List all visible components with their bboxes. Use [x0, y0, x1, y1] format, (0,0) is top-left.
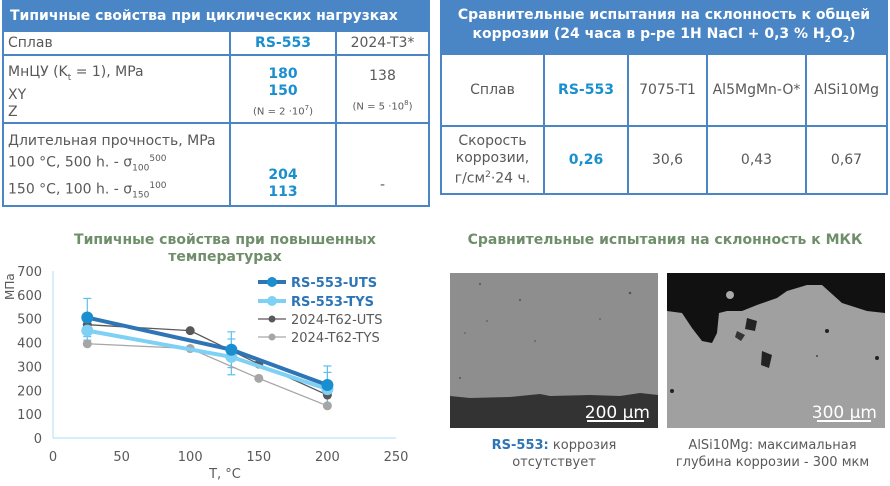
- rs553-caption: RS-553: коррозия отсутствует: [450, 437, 658, 471]
- rs553-micrograph-image: [450, 273, 658, 428]
- alsi10mg-caption: AlSi10Mg: максимальная глубина коррозии …: [655, 437, 890, 471]
- alsi10mg-scale-bar: [817, 420, 871, 422]
- y-tick: 500: [17, 313, 42, 328]
- y-tick-labels: 0 100 200 300 400 500 600 700: [17, 265, 42, 447]
- long-term-strength-label: Длительная прочность, MPa 100 °C, 500 h.…: [2, 122, 231, 207]
- corrosion-title-line2: коррозии (24 часа в р-ре 1Н NaCl + 0,3 %…: [472, 25, 856, 45]
- legend-label: 2024-T62-UTS: [291, 313, 382, 328]
- mkk-title: Сравнительные испытания на склонность к …: [467, 232, 863, 248]
- 7075-corrosion-rate: 30,6: [627, 125, 708, 195]
- y-tick: 200: [17, 384, 42, 399]
- legend-label: RS-553-UTS: [291, 276, 377, 291]
- x-axis-label: T, °C: [208, 467, 241, 482]
- corrosion-rs553-header: RS-553: [543, 53, 629, 127]
- rs553-scale-bar: [587, 420, 644, 422]
- fatigue-properties-table: Типичные свойства при циклических нагруз…: [2, 0, 430, 207]
- corrosion-rate-label: Скорость коррозии, г/см2·24 ч.: [440, 125, 545, 195]
- chart-title: Типичные свойства при повышенных темпера…: [74, 232, 376, 265]
- corrosion-alsi10mg-header: AlSi10Mg: [805, 53, 888, 127]
- rate-label-line3: г/см2·24 ч.: [454, 169, 531, 187]
- x-tick: 0: [49, 450, 57, 465]
- data-point: [322, 401, 332, 411]
- rs553-scale-label: 200 µm: [584, 403, 650, 423]
- x-tick-labels: 0 50 100 150 200 250: [49, 450, 409, 465]
- x-tick: 250: [384, 450, 409, 465]
- y-tick: 700: [17, 265, 42, 280]
- y-axis-label: МПа: [3, 273, 17, 300]
- rs553-caption-line2: отсутствует: [512, 455, 596, 470]
- chart-legend: RS-553-UTS RS-553-TYS 2024-T62-UTS 2024-T62…: [258, 276, 382, 346]
- alsi10mg-caption-line1: AlSi10Mg: максимальная: [688, 438, 857, 453]
- rs553-long-term-150: 113: [268, 183, 298, 200]
- fatigue-limit-label: МнЦУ (Kt = 1), MPa XY Z: [2, 54, 231, 124]
- y-tick: 400: [17, 337, 42, 352]
- rate-label-line2: коррозии,: [455, 149, 530, 166]
- long-term-label-title: Длительная прочность, MPa: [8, 133, 216, 149]
- y-tick: 100: [17, 408, 42, 423]
- data-point: [185, 326, 195, 336]
- alloy-header-label: Сплав: [2, 30, 231, 56]
- rs553-long-term-values: 204 113: [229, 122, 337, 207]
- rs553-z-value: 150: [268, 82, 298, 99]
- alsi10mg-caption-line2: глубина коррозии - 300 мкм: [675, 455, 870, 470]
- legend-label: 2024-T62-TYS: [291, 331, 380, 346]
- fatigue-label-z: Z: [8, 103, 18, 120]
- long-term-label-150: 150 °C, 100 h. - σ150100: [8, 181, 167, 201]
- 2024-fatigue-values: 138 (N = 5 ·108): [335, 54, 430, 124]
- 2024-cycles-note: (N = 5 ·108): [352, 99, 413, 113]
- data-point: [81, 311, 94, 324]
- alsi10mg-scale-label: 300 µm: [811, 403, 877, 423]
- data-point: [321, 379, 334, 392]
- x-tick: 200: [315, 450, 340, 465]
- x-tick: 100: [178, 450, 203, 465]
- legend-label: RS-553-TYS: [291, 295, 374, 310]
- rs553-header: RS-553: [229, 30, 337, 56]
- fatigue-table-title: Типичные свойства при циклических нагруз…: [2, 0, 430, 32]
- temperature-properties-chart: 0 100 200 300 400 500 600 700 0 50 100 150 200 250 М…: [3, 265, 409, 482]
- corrosion-7075-header: 7075-T1: [627, 53, 708, 127]
- x-tick: 50: [113, 450, 130, 465]
- y-tick: 300: [17, 360, 42, 375]
- rs553-fatigue-values: 180 150 (N = 2 ·107): [229, 54, 337, 124]
- 2024-t3-header: 2024-T3*: [335, 30, 430, 56]
- 2024-fatigue-value: 138: [369, 68, 396, 85]
- corrosion-al5mgmn-header: Al5MgMn-O*: [706, 53, 807, 127]
- rs553-caption-text: коррозия: [548, 438, 617, 453]
- x-tick: 150: [246, 450, 271, 465]
- data-point: [225, 343, 238, 356]
- al5mgmn-corrosion-rate: 0,43: [706, 125, 807, 195]
- rs553-caption-alloy: RS-553:: [491, 438, 549, 453]
- alsi10mg-micrograph-image: [667, 273, 885, 428]
- data-point: [82, 339, 92, 349]
- alsi10mg-corrosion-rate: 0,67: [805, 125, 888, 195]
- fatigue-label-pre: МнЦУ (K: [8, 64, 68, 80]
- fatigue-label-post: = 1), MPa: [71, 64, 144, 80]
- rs553-micrograph: 200 µm: [450, 273, 658, 428]
- corrosion-alloy-header: Сплав: [440, 53, 545, 127]
- data-point: [81, 324, 94, 337]
- rs553-long-term-100: 204: [268, 166, 298, 183]
- rs553-corrosion-rate: 0,26: [543, 125, 629, 195]
- data-point: [254, 373, 264, 383]
- rate-label-line1: Скорость: [458, 132, 527, 149]
- long-term-label-100: 100 °C, 500 h. - σ100500: [8, 154, 167, 174]
- corrosion-table-title: Сравнительные испытания на склонность к …: [440, 0, 888, 55]
- general-corrosion-table: Сравнительные испытания на склонность к …: [440, 0, 888, 195]
- y-tick: 600: [17, 289, 42, 304]
- y-tick: 0: [34, 432, 42, 447]
- fatigue-label-xy: XY: [8, 86, 27, 103]
- alsi10mg-micrograph: 300 µm: [667, 273, 885, 428]
- corrosion-title-line1: Сравнительные испытания на склонность к …: [457, 6, 871, 23]
- 2024-long-term-value: -: [335, 122, 430, 207]
- fatigue-label-sub: t: [67, 72, 72, 83]
- chart-series: [81, 297, 334, 411]
- rs553-cycles-note: (N = 2 ·107): [253, 103, 313, 118]
- rs553-xy-value: 180: [268, 65, 298, 82]
- series-line-2024-T62-TYS: [87, 343, 328, 407]
